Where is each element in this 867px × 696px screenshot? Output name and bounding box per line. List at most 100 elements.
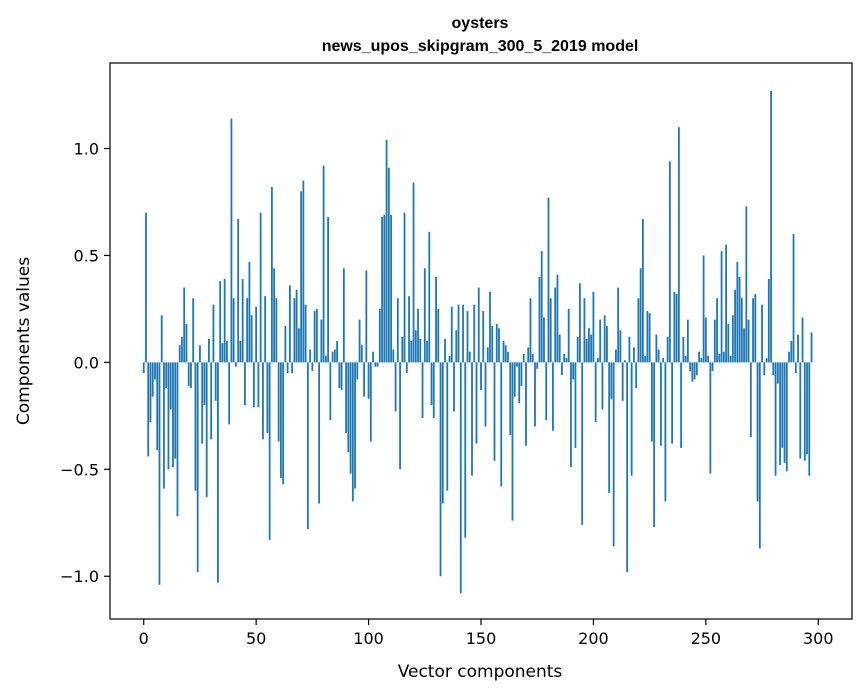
bar bbox=[320, 319, 323, 363]
bar bbox=[563, 353, 566, 363]
bar bbox=[302, 180, 305, 363]
y-axis-label: Components values bbox=[14, 257, 34, 425]
bar bbox=[711, 362, 714, 371]
bar bbox=[405, 362, 408, 374]
bar bbox=[149, 362, 152, 423]
x-tick-label: 100 bbox=[353, 629, 384, 648]
bar bbox=[201, 362, 204, 444]
bar bbox=[365, 270, 368, 363]
bar bbox=[583, 298, 586, 363]
bar bbox=[774, 362, 777, 476]
bar bbox=[527, 347, 530, 363]
bar bbox=[412, 182, 415, 363]
bar bbox=[293, 298, 296, 363]
bar bbox=[779, 362, 781, 466]
bar bbox=[597, 358, 599, 363]
bar bbox=[426, 341, 428, 363]
bar bbox=[372, 351, 374, 363]
bar bbox=[570, 362, 572, 468]
bar bbox=[626, 362, 629, 572]
bar bbox=[444, 338, 446, 363]
bar bbox=[709, 362, 712, 474]
bar bbox=[462, 304, 464, 363]
bar bbox=[223, 278, 226, 363]
bar bbox=[403, 212, 406, 363]
bar bbox=[644, 355, 647, 363]
bar bbox=[172, 362, 174, 468]
bar bbox=[529, 298, 532, 363]
bar bbox=[484, 362, 487, 427]
bar bbox=[345, 362, 347, 433]
bar bbox=[250, 315, 253, 363]
bar bbox=[491, 326, 494, 363]
bar bbox=[579, 283, 581, 363]
bar bbox=[617, 287, 620, 363]
bar bbox=[639, 268, 642, 363]
bar bbox=[691, 362, 694, 382]
bar bbox=[630, 362, 633, 476]
bar bbox=[736, 261, 739, 363]
bar bbox=[453, 362, 455, 412]
bar bbox=[174, 362, 177, 459]
bar bbox=[740, 298, 743, 363]
bar bbox=[210, 362, 213, 440]
bar bbox=[214, 362, 217, 401]
bar bbox=[273, 268, 276, 363]
y-tick-label: 0.5 bbox=[74, 246, 99, 265]
bar bbox=[232, 298, 235, 363]
bar bbox=[565, 358, 568, 363]
bar bbox=[351, 362, 354, 502]
bar bbox=[646, 311, 649, 363]
bar bbox=[255, 306, 258, 363]
bar bbox=[421, 362, 424, 418]
bar bbox=[785, 362, 788, 472]
y-tick-label: 1.0 bbox=[74, 140, 99, 159]
bar bbox=[329, 362, 332, 421]
bar bbox=[790, 341, 793, 363]
bar bbox=[713, 319, 716, 363]
bar bbox=[633, 347, 635, 363]
bar bbox=[208, 338, 210, 363]
bar bbox=[534, 362, 536, 427]
bar bbox=[504, 345, 507, 363]
bar bbox=[205, 362, 208, 498]
bar bbox=[437, 308, 440, 363]
x-tick-label: 150 bbox=[466, 629, 497, 648]
bar bbox=[165, 362, 168, 389]
bar bbox=[722, 351, 725, 363]
bar bbox=[738, 276, 741, 363]
bar bbox=[396, 298, 399, 363]
bar bbox=[615, 349, 617, 363]
bar bbox=[399, 362, 401, 470]
bar bbox=[410, 341, 413, 363]
y-tick-label: −1.0 bbox=[60, 567, 99, 586]
bar bbox=[772, 362, 775, 376]
bar bbox=[394, 362, 397, 412]
bar bbox=[423, 268, 426, 363]
bar bbox=[455, 330, 458, 363]
bar bbox=[770, 90, 772, 363]
bar bbox=[590, 334, 593, 363]
bar bbox=[331, 351, 334, 363]
bar bbox=[176, 362, 179, 517]
bar bbox=[808, 362, 811, 476]
bar bbox=[217, 362, 219, 583]
bar bbox=[356, 362, 359, 380]
bar bbox=[192, 298, 195, 363]
bar bbox=[248, 261, 251, 363]
bar bbox=[183, 287, 186, 363]
bar bbox=[468, 351, 471, 363]
bar bbox=[603, 315, 606, 363]
bar bbox=[160, 315, 163, 363]
bar bbox=[574, 362, 577, 448]
bar bbox=[749, 362, 752, 438]
bar bbox=[311, 362, 314, 371]
bar bbox=[606, 326, 608, 363]
bar bbox=[718, 353, 721, 363]
bar bbox=[702, 255, 705, 363]
bar bbox=[459, 362, 462, 594]
bar bbox=[279, 362, 282, 478]
bar bbox=[743, 328, 745, 363]
bar bbox=[572, 362, 575, 380]
bar bbox=[163, 362, 165, 489]
